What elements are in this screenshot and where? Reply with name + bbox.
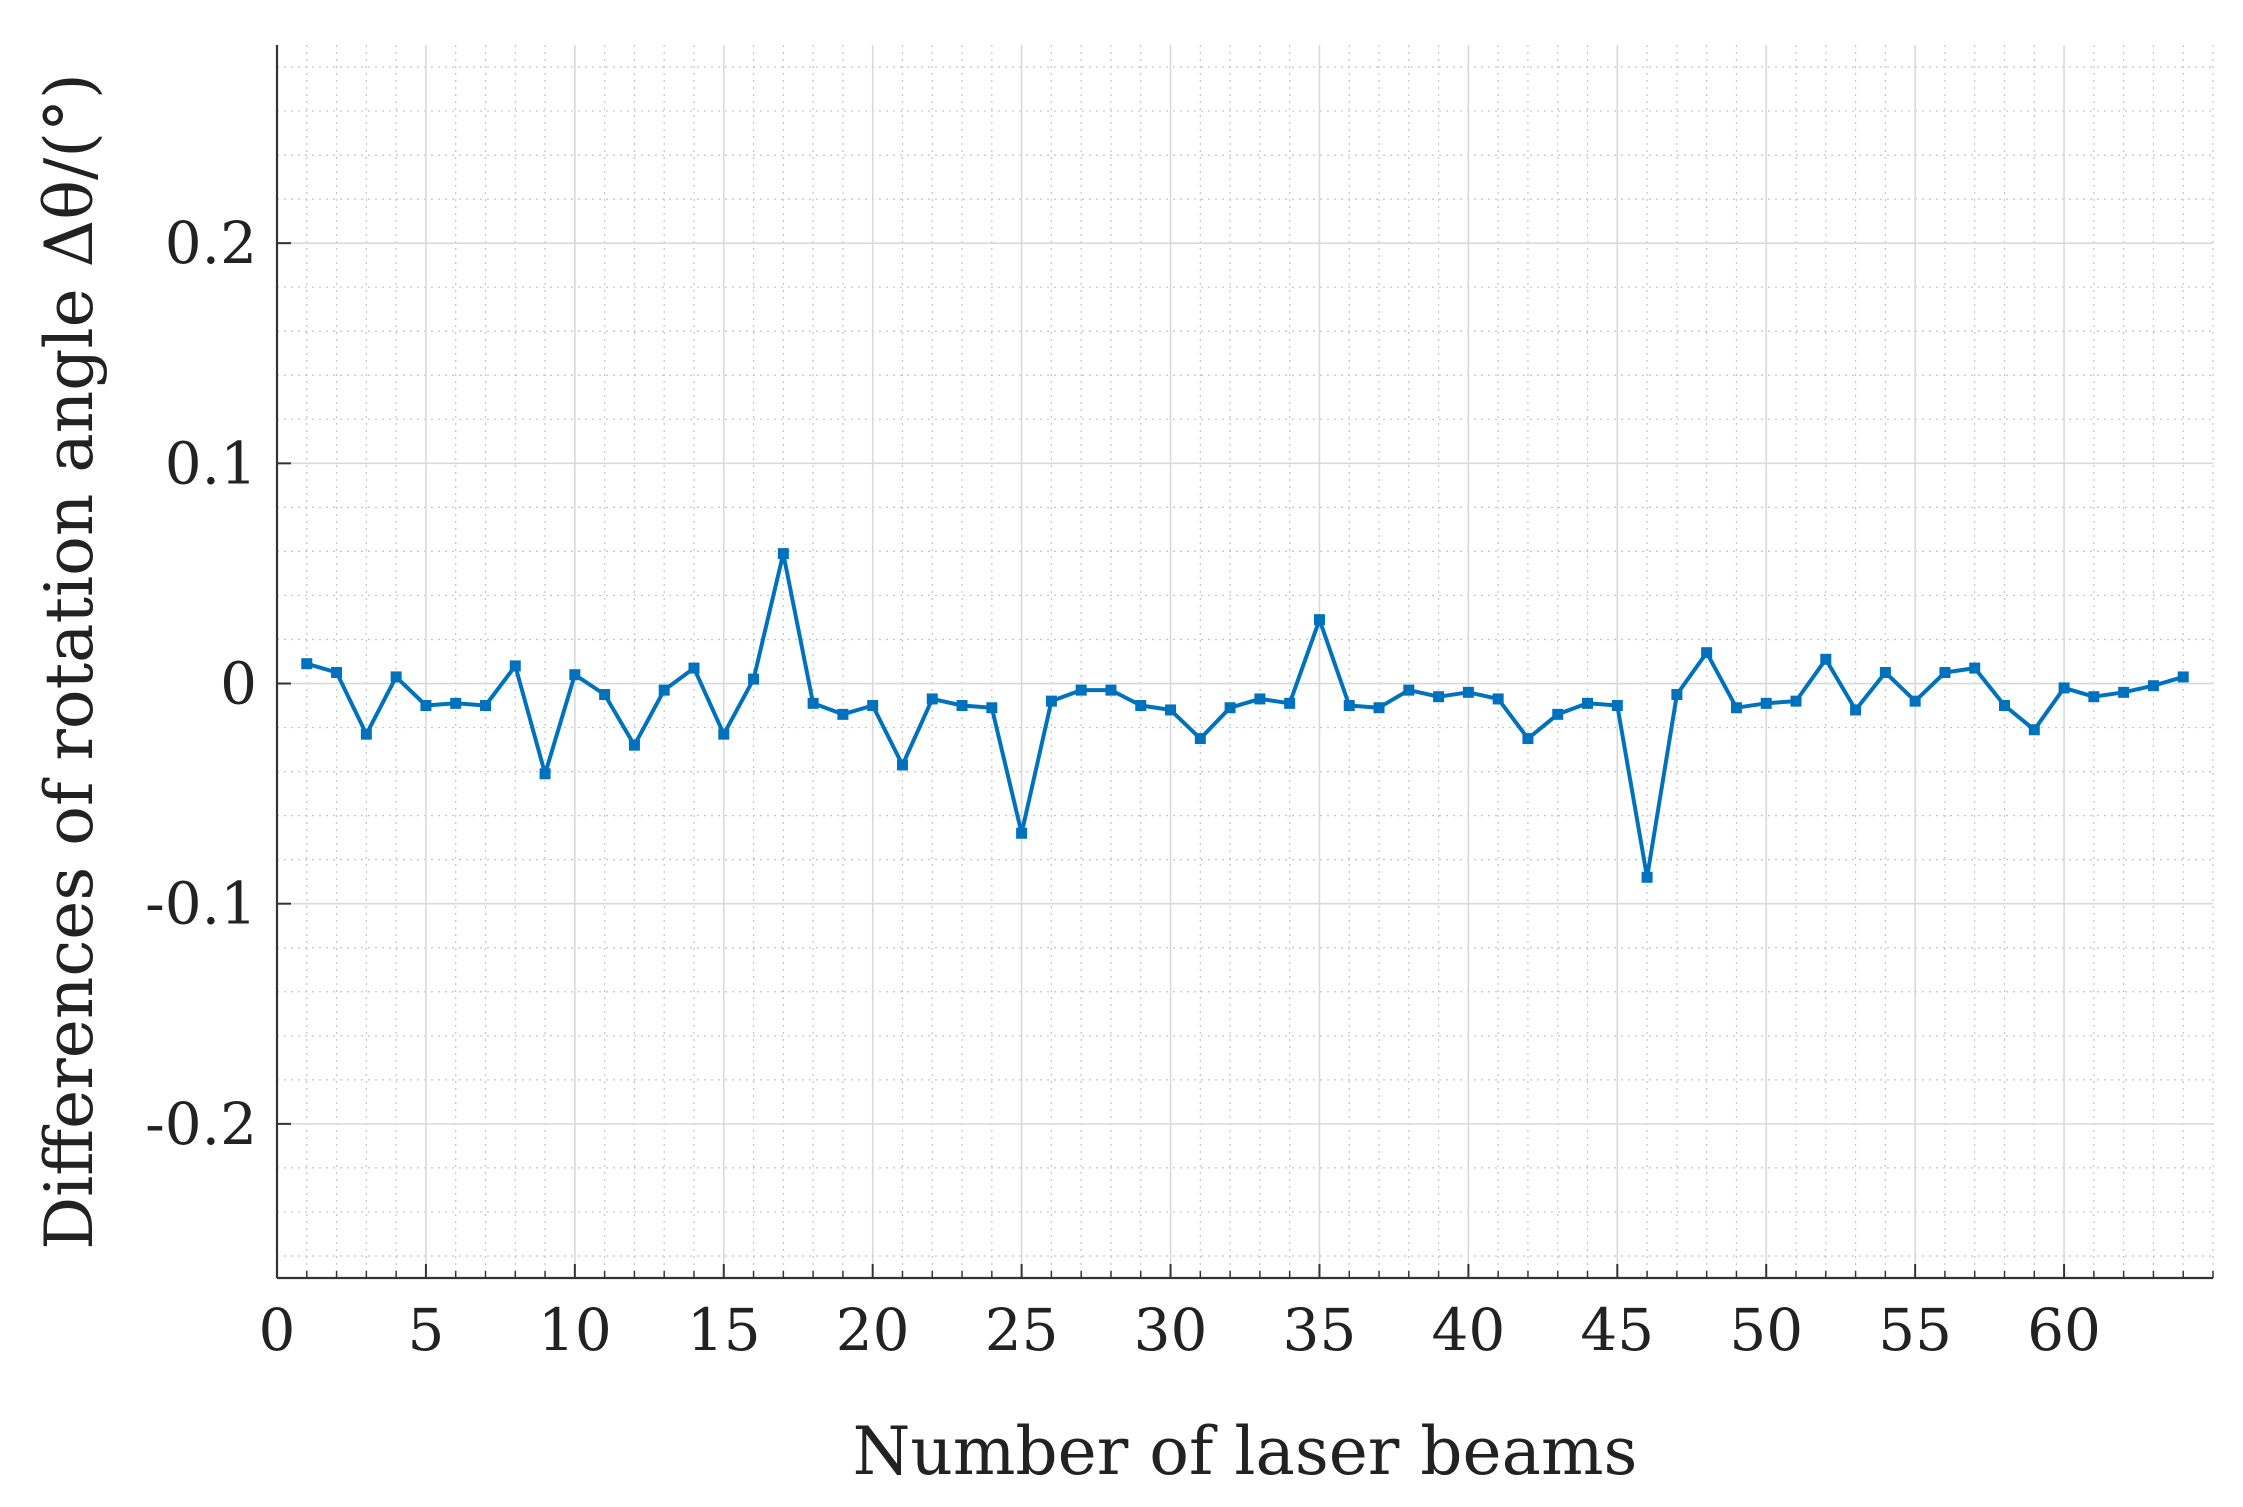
x-tick-label: 20 — [836, 1296, 910, 1364]
y-tick-label: 0.1 — [165, 429, 257, 497]
data-point — [1820, 653, 1832, 665]
x-tick-label: 10 — [538, 1296, 612, 1364]
data-point — [2147, 680, 2159, 692]
data-point — [926, 693, 938, 705]
y-tick-label: 0.2 — [165, 209, 257, 277]
data-point — [599, 689, 611, 701]
data-point — [420, 700, 432, 712]
data-point — [1522, 733, 1534, 745]
data-point — [1939, 667, 1951, 679]
x-ticks: 0 5 10 15 20 25 30 35 40 45 50 55 60 — [259, 1296, 2101, 1364]
y-ticks: -0.2 -0.1 0 0.1 0.2 — [145, 209, 257, 1158]
axes — [275, 45, 2214, 1280]
data-point — [1492, 693, 1504, 705]
data-point — [1105, 684, 1117, 696]
x-tick-label: 0 — [259, 1296, 296, 1364]
data-point — [479, 700, 491, 712]
data-points — [301, 548, 2189, 883]
data-point — [1552, 708, 1564, 720]
data-point — [1343, 700, 1355, 712]
data-point — [1373, 702, 1385, 714]
data-point — [956, 700, 968, 712]
data-point — [896, 759, 908, 771]
x-tick-label: 40 — [1431, 1296, 1505, 1364]
data-point — [1016, 827, 1028, 839]
data-point — [1611, 700, 1623, 712]
data-point — [837, 708, 849, 720]
data-point — [1403, 684, 1415, 696]
data-point — [1313, 614, 1325, 626]
data-point — [301, 658, 313, 670]
data-point — [390, 671, 402, 683]
data-point — [1045, 695, 1057, 707]
data-point — [1194, 733, 1206, 745]
data-point — [1582, 697, 1594, 709]
y-tick-label: -0.1 — [145, 870, 257, 938]
x-tick-label: 15 — [687, 1296, 761, 1364]
data-point — [1850, 704, 1862, 716]
data-point — [1909, 695, 1921, 707]
x-axis-title: Number of laser beams — [853, 1413, 1638, 1490]
x-tick-label: 25 — [985, 1296, 1059, 1364]
data-point — [1730, 702, 1742, 714]
data-point — [1433, 691, 1445, 703]
x-tick-label: 45 — [1580, 1296, 1654, 1364]
data-point — [2088, 691, 2100, 703]
y-axis-title: Differences of rotation angle Δθ/(°) — [31, 73, 108, 1250]
x-tick-label: 60 — [2027, 1296, 2101, 1364]
data-point — [2177, 671, 2189, 683]
data-point — [748, 673, 760, 685]
data-point — [2058, 682, 2070, 694]
data-point — [450, 697, 462, 709]
data-point — [777, 548, 789, 560]
data-point — [509, 660, 521, 672]
y-tick-label: -0.2 — [145, 1090, 257, 1158]
data-point — [1165, 704, 1177, 716]
major-grid — [276, 45, 2213, 1278]
data-point — [1999, 700, 2011, 712]
data-point — [569, 669, 581, 681]
data-point — [2118, 686, 2130, 698]
data-point — [986, 702, 998, 714]
x-tick-label: 5 — [407, 1296, 444, 1364]
data-point — [1462, 686, 1474, 698]
data-point — [1224, 702, 1236, 714]
data-series — [306, 551, 2184, 880]
y-tick-label: 0 — [220, 650, 257, 718]
data-point — [2028, 724, 2040, 736]
data-point — [539, 768, 551, 780]
data-point — [331, 667, 343, 679]
x-tick-label: 35 — [1283, 1296, 1357, 1364]
data-point — [628, 739, 640, 751]
data-point — [1790, 695, 1802, 707]
data-point — [1254, 693, 1266, 705]
data-point — [1701, 647, 1713, 659]
data-point — [867, 700, 879, 712]
series-line — [306, 551, 2184, 880]
x-tick-label: 55 — [1878, 1296, 1952, 1364]
data-point — [1671, 689, 1683, 701]
data-point — [807, 697, 819, 709]
data-point — [1284, 697, 1296, 709]
data-point — [1075, 684, 1087, 696]
data-point — [688, 662, 700, 674]
data-point — [718, 728, 730, 740]
data-point — [1760, 697, 1772, 709]
data-point — [360, 728, 372, 740]
data-point — [1641, 871, 1653, 883]
data-point — [1879, 667, 1891, 679]
data-point — [1135, 700, 1147, 712]
x-tick-label: 50 — [1729, 1296, 1803, 1364]
x-tick-label: 30 — [1134, 1296, 1208, 1364]
data-point — [1969, 662, 1981, 674]
data-point — [658, 684, 670, 696]
